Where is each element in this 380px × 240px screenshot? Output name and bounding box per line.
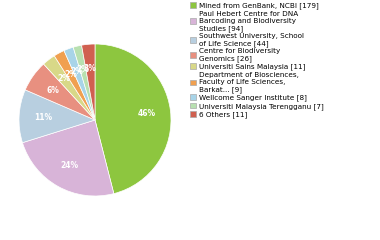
Text: 3%: 3% (84, 64, 97, 73)
Legend: Mined from GenBank, NCBI [179], Paul Hebert Centre for DNA
Barcoding and Biodive: Mined from GenBank, NCBI [179], Paul Heb… (190, 2, 323, 118)
Wedge shape (54, 51, 95, 120)
Text: 2%: 2% (64, 70, 77, 79)
Text: 2%: 2% (57, 74, 70, 84)
Wedge shape (82, 44, 95, 120)
Wedge shape (25, 64, 95, 120)
Text: 6%: 6% (46, 86, 59, 95)
Text: 2%: 2% (71, 67, 84, 76)
Wedge shape (19, 90, 95, 143)
Text: 2%: 2% (76, 65, 89, 74)
Text: 11%: 11% (34, 113, 52, 122)
Wedge shape (44, 56, 95, 120)
Wedge shape (64, 47, 95, 120)
Wedge shape (22, 120, 114, 196)
Wedge shape (73, 45, 95, 120)
Wedge shape (95, 44, 171, 194)
Text: 46%: 46% (137, 109, 155, 118)
Text: 24%: 24% (61, 161, 79, 170)
